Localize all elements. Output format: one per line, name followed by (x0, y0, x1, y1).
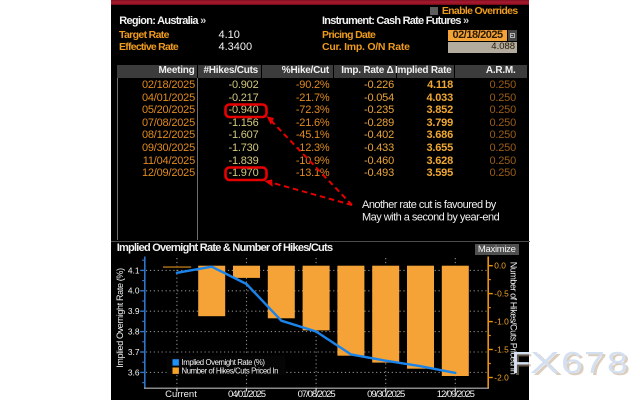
svg-text:3.9: 3.9 (128, 306, 140, 316)
svg-text:Number of Hikes/Cuts Priced In: Number of Hikes/Cuts Priced In (182, 367, 279, 376)
svg-text:Implied Overnight Rate (%): Implied Overnight Rate (%) (115, 268, 125, 368)
svg-text:4.1: 4.1 (128, 265, 140, 275)
svg-text:-1.0: -1.0 (494, 317, 509, 327)
svg-text:04/01/2025: 04/01/2025 (228, 389, 266, 400)
svg-text:3.7: 3.7 (128, 347, 140, 357)
svg-text:3.6: 3.6 (128, 367, 140, 377)
svg-text:4.0: 4.0 (128, 286, 140, 296)
svg-text:Another rate cut is favoured b: Another rate cut is favoured by (362, 199, 497, 211)
svg-text:12/09/2025: 12/09/2025 (437, 389, 475, 400)
svg-text:-0.5: -0.5 (494, 289, 509, 299)
svg-text:Implied Overnight Rate (%): Implied Overnight Rate (%) (182, 358, 266, 367)
svg-text:07/08/2025: 07/08/2025 (298, 389, 336, 400)
svg-text:09/30/2025: 09/30/2025 (367, 389, 405, 400)
svg-text:-1.5: -1.5 (494, 344, 509, 354)
svg-text:0.0: 0.0 (494, 261, 506, 271)
svg-text:May with a second by year-end: May with a second by year-end (362, 212, 500, 224)
svg-text:Number of Hikes/Cuts Priced In: Number of Hikes/Cuts Priced In (509, 262, 519, 375)
svg-text:-2.0: -2.0 (494, 372, 509, 382)
svg-text:Current: Current (165, 389, 197, 400)
svg-text:3.8: 3.8 (128, 327, 140, 337)
